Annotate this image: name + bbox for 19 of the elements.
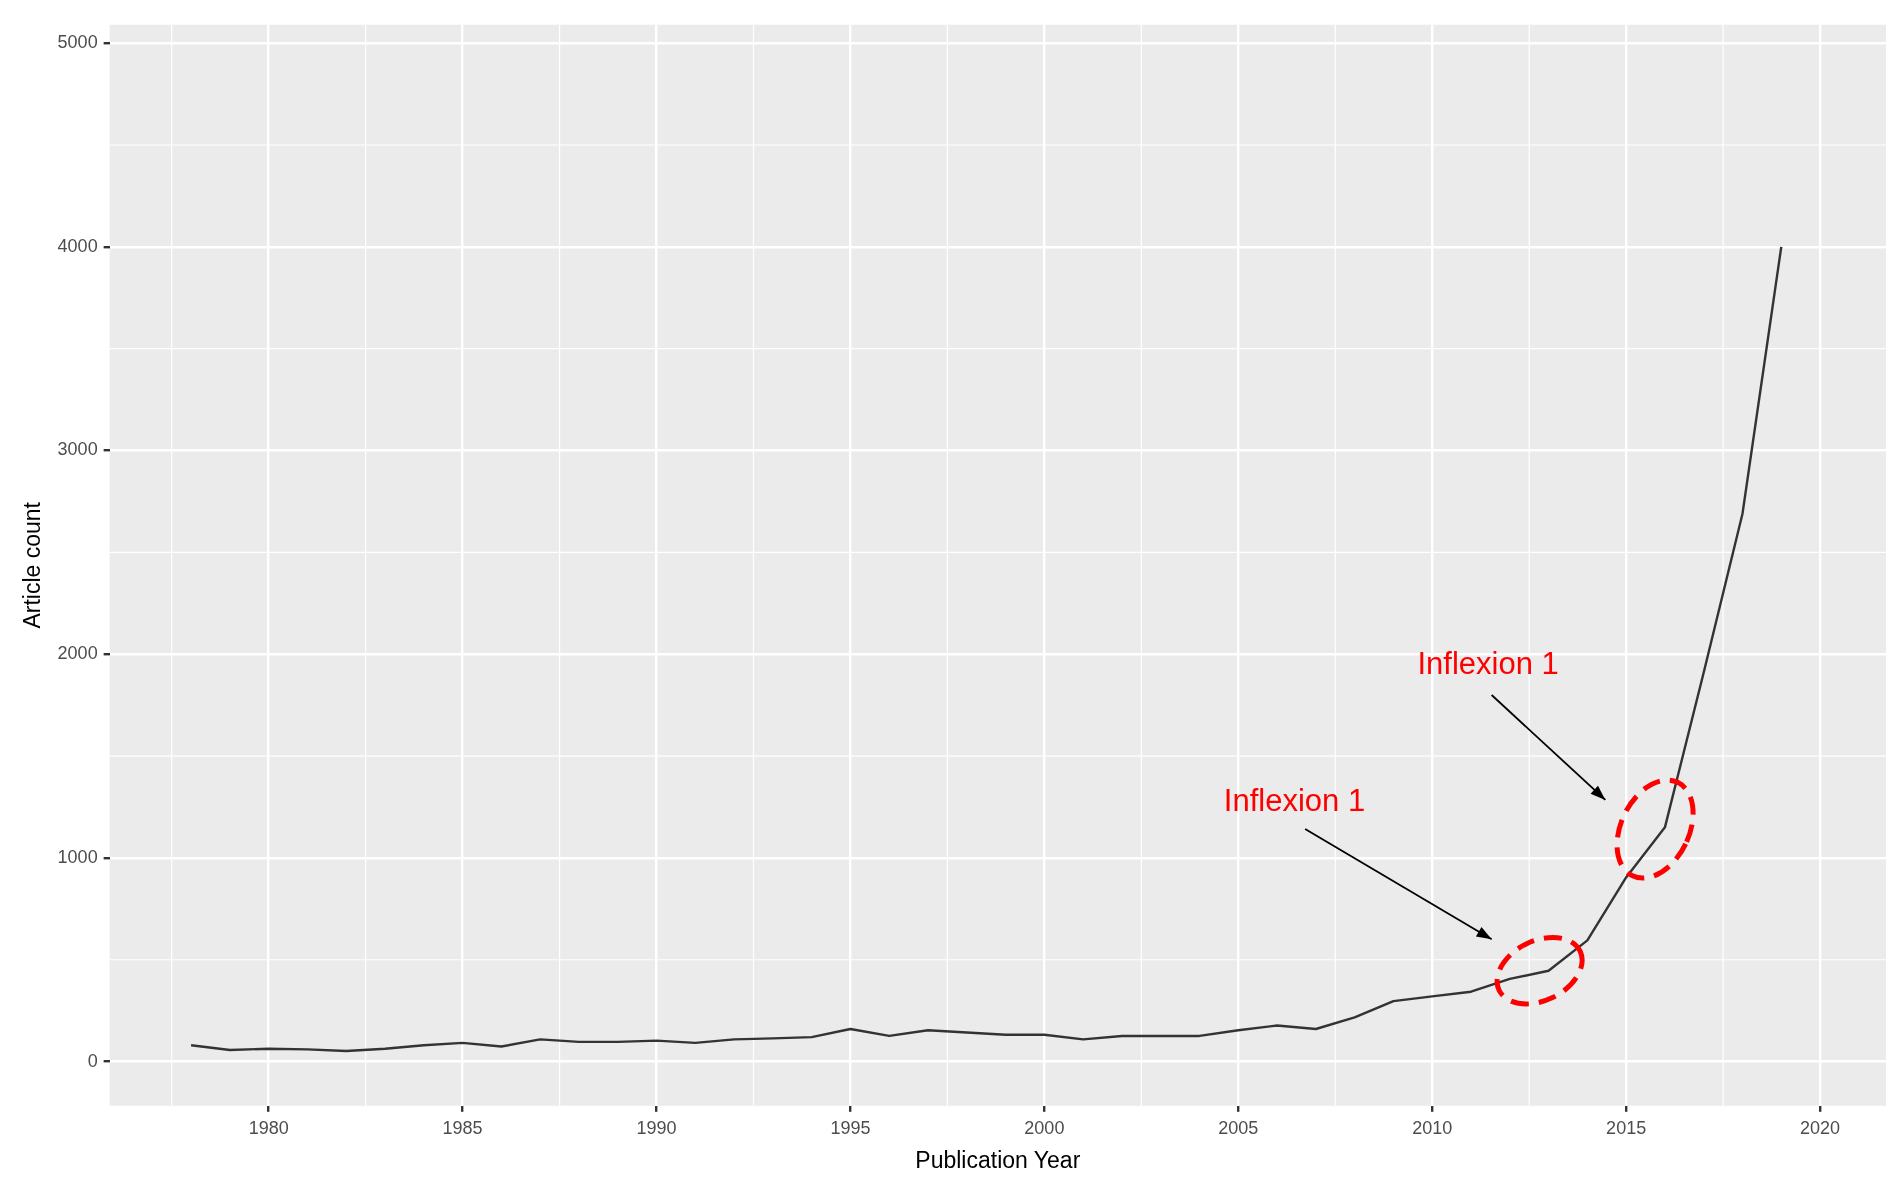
annotation: Inflexion 1 bbox=[1223, 782, 1366, 818]
y-tick-label: 5000 bbox=[57, 32, 98, 53]
y-tick-label: 4000 bbox=[57, 235, 98, 256]
y-tick-label: 2000 bbox=[57, 643, 98, 664]
x-tick-label: 1985 bbox=[442, 1117, 483, 1138]
x-tick-label: 2010 bbox=[1412, 1117, 1453, 1138]
x-axis-title: Publication Year bbox=[915, 1146, 1081, 1173]
x-tick-label: 2015 bbox=[1606, 1117, 1647, 1138]
y-axis-title: Article count bbox=[19, 501, 46, 629]
x-tick-label: 1995 bbox=[830, 1117, 871, 1138]
x-tick-label: 2000 bbox=[1024, 1117, 1065, 1138]
y-tick-label: 3000 bbox=[57, 439, 98, 460]
y-tick-label: 1000 bbox=[57, 846, 98, 867]
x-tick-label: 1990 bbox=[636, 1117, 677, 1138]
annotation: Inflexion 1 bbox=[1417, 646, 1559, 682]
y-tick-label: 0 bbox=[87, 1050, 98, 1071]
x-tick-label: 2020 bbox=[1800, 1117, 1841, 1138]
x-tick-label: 2005 bbox=[1218, 1117, 1259, 1138]
x-tick-label: 1980 bbox=[248, 1117, 289, 1138]
